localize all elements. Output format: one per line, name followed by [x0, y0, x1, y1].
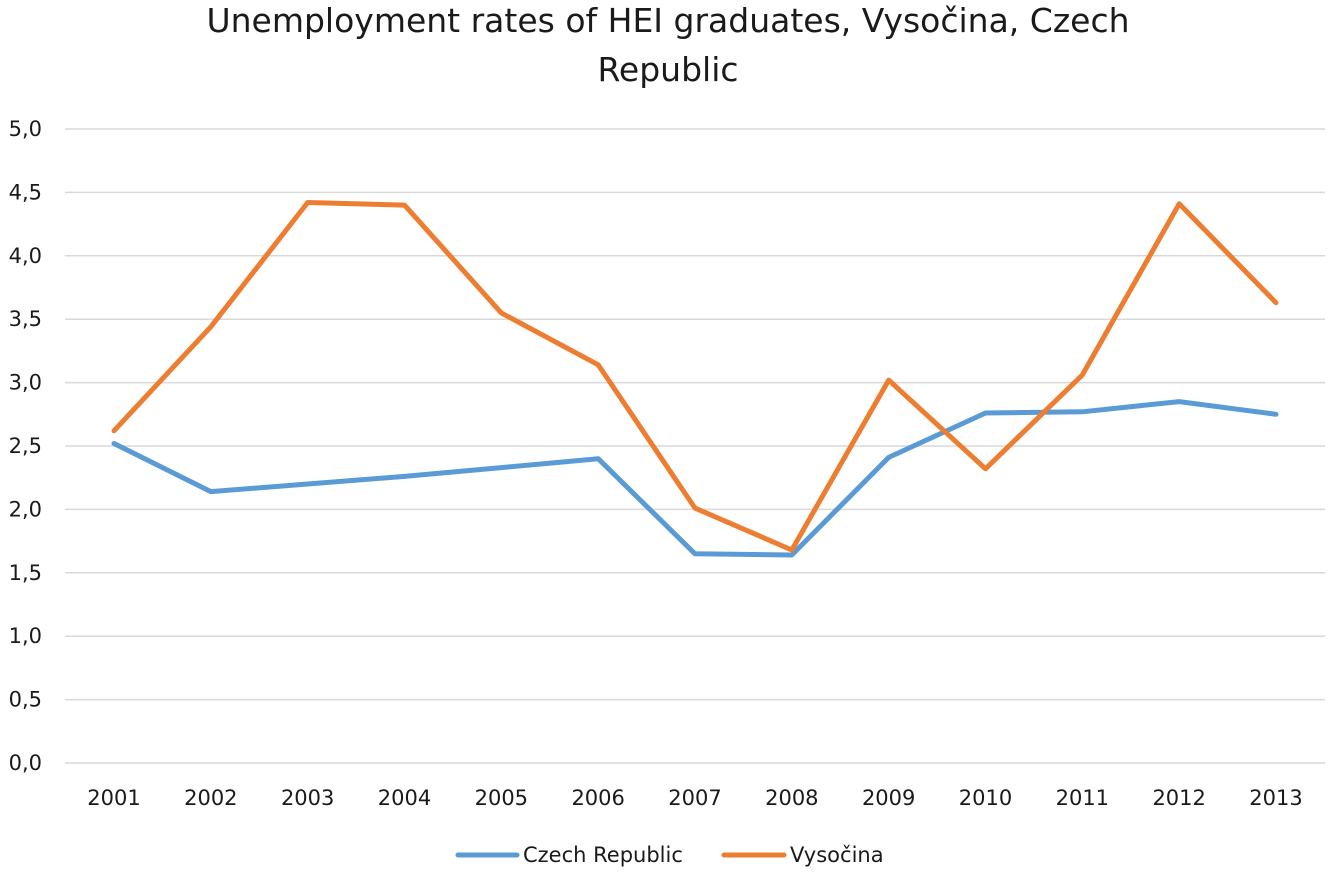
y-tick-label: 0,0: [9, 751, 42, 775]
x-tick-label: 2010: [959, 786, 1012, 810]
y-axis-tick-labels: 0,0 0,5 1,0 1,5 2,0 2,5 3,0 3,5 4,0 4,5 5,0: [9, 117, 42, 775]
y-tick-label: 2,5: [9, 434, 42, 458]
x-tick-label: 2006: [571, 786, 624, 810]
y-tick-label: 4,5: [9, 180, 42, 204]
y-tick-label: 2,0: [9, 497, 42, 521]
chart-title: Unemployment rates of HEI graduates, Vys…: [206, 1, 1129, 89]
y-tick-label: 4,0: [9, 244, 42, 268]
y-tick-label: 1,0: [9, 624, 42, 648]
series-lines: [111, 200, 1279, 558]
series-line-2: [111, 200, 1279, 553]
x-tick-label: 2001: [87, 786, 140, 810]
x-tick-label: 2009: [862, 786, 915, 810]
y-tick-label: 1,5: [9, 561, 42, 585]
gridlines: [65, 128, 1325, 764]
y-tick-label: 0,5: [9, 688, 42, 712]
chart-title-line-2: Republic: [597, 50, 738, 89]
y-tick-label: 3,0: [9, 371, 42, 395]
legend-label: Vysočina: [790, 843, 884, 867]
x-tick-label: 2005: [475, 786, 528, 810]
x-tick-label: 2003: [281, 786, 334, 810]
x-tick-label: 2002: [184, 786, 237, 810]
x-tick-label: 2013: [1249, 786, 1302, 810]
y-tick-label: 5,0: [9, 117, 42, 141]
series-line-1: [111, 399, 1279, 558]
x-tick-label: 2004: [378, 786, 431, 810]
x-tick-label: 2012: [1152, 786, 1205, 810]
legend: Czech Republic Vysočina: [455, 843, 884, 867]
x-tick-label: 2007: [668, 786, 721, 810]
legend-label: Czech Republic: [523, 843, 683, 867]
x-axis-tick-labels: 2001 2002 2003 2004 2005 2006 2007 2008 2009 2010…: [87, 786, 1302, 810]
x-tick-label: 2008: [765, 786, 818, 810]
chart-title-line-1: Unemployment rates of HEI graduates, Vys…: [206, 1, 1129, 40]
x-tick-label: 2011: [1056, 786, 1109, 810]
y-tick-label: 3,5: [9, 307, 42, 331]
